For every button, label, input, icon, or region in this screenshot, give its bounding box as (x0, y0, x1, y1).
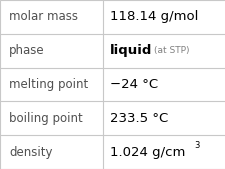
Text: (at STP): (at STP) (153, 46, 188, 55)
Text: −24 °C: −24 °C (109, 78, 157, 91)
Text: melting point: melting point (9, 78, 88, 91)
Text: phase: phase (9, 44, 45, 57)
Text: 1.024 g/cm: 1.024 g/cm (109, 146, 184, 159)
Text: liquid: liquid (109, 44, 151, 57)
Text: density: density (9, 146, 52, 159)
Text: 233.5 °C: 233.5 °C (109, 112, 167, 125)
Text: 118.14 g/mol: 118.14 g/mol (109, 10, 197, 23)
Text: boiling point: boiling point (9, 112, 82, 125)
Text: molar mass: molar mass (9, 10, 78, 23)
Text: 3: 3 (194, 141, 199, 150)
